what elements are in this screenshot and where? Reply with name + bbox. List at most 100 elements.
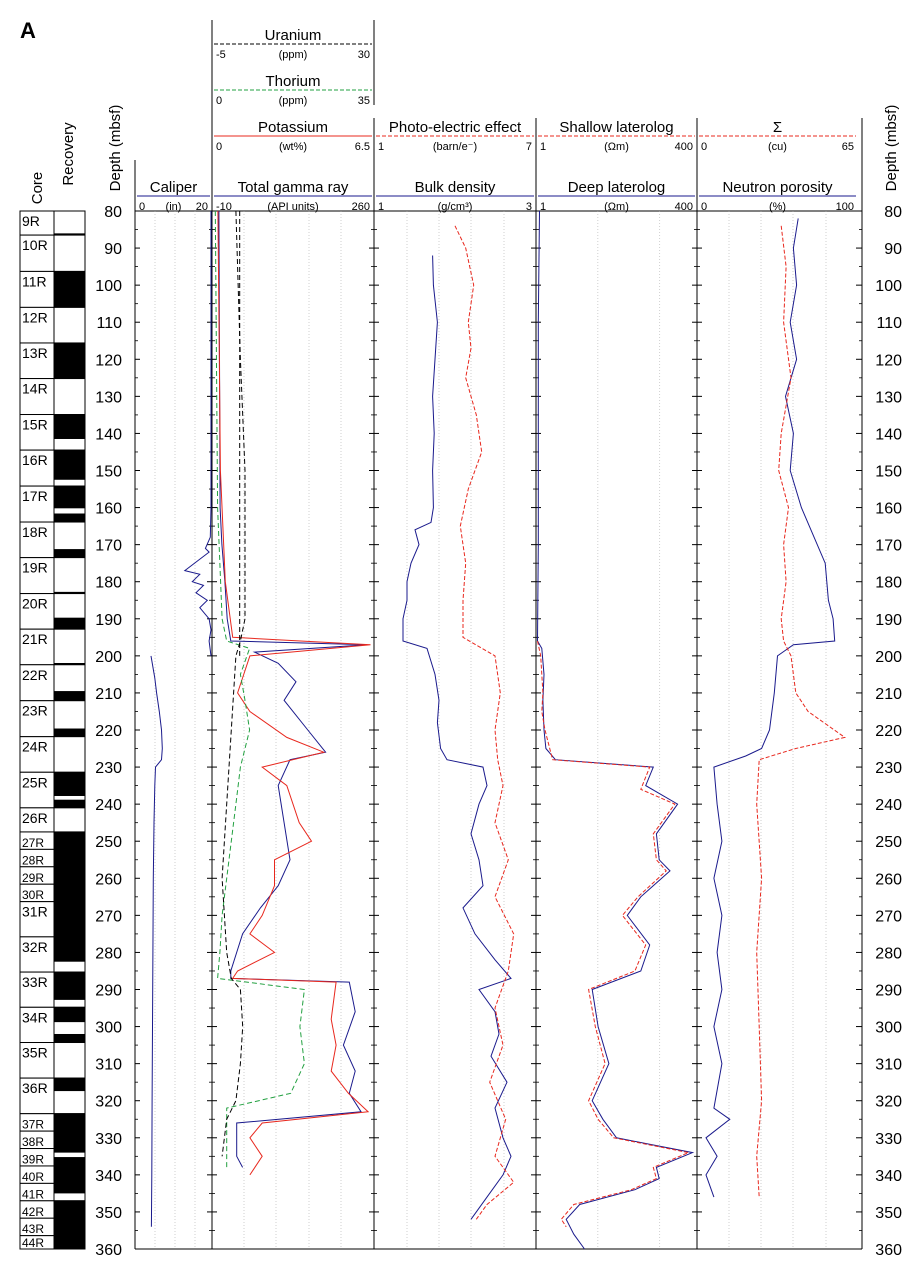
curve-name: Neutron porosity <box>722 179 833 196</box>
recovery-block <box>54 799 85 808</box>
scale-min: -5 <box>216 49 226 61</box>
core-box <box>19 700 55 738</box>
depth-tick-label-left: 330 <box>95 1131 122 1148</box>
core-box <box>19 771 55 809</box>
depth-tick-label-right: 110 <box>876 315 902 332</box>
depth-tick-label-left: 150 <box>95 464 122 481</box>
curve-line <box>402 255 512 1220</box>
scale-unit: (g/cm³) <box>438 201 473 213</box>
curve-name: Uranium <box>265 27 322 44</box>
depth-tick-label-right: 150 <box>875 464 902 481</box>
depth-tick-label-right: 360 <box>875 1242 902 1259</box>
curve-name: Σ <box>773 119 782 136</box>
depth-tick-label-left: 260 <box>95 871 122 888</box>
recovery-block <box>54 866 85 885</box>
depth-tick-label-left: 140 <box>95 426 122 443</box>
scale-min: 1 <box>378 201 384 213</box>
core-label: 24R <box>22 739 48 755</box>
scale-unit: (Ωm) <box>604 141 629 153</box>
core-box <box>19 936 55 973</box>
curve-line <box>756 225 847 1198</box>
scale-max: 3 <box>526 201 532 213</box>
recovery-box <box>53 628 86 666</box>
depth-tick-label-left: 180 <box>95 575 122 592</box>
core-label: 31R <box>22 904 48 920</box>
scale-unit: (in) <box>166 201 182 213</box>
core-label: 34R <box>22 1009 48 1025</box>
core-box <box>19 736 55 773</box>
depth-tick-label-right: 180 <box>875 575 902 592</box>
depth-tick-label-left: 230 <box>95 760 122 777</box>
recovery-box <box>53 378 86 416</box>
scale-max: 35 <box>358 95 370 107</box>
scale-unit: (ppm) <box>279 49 308 61</box>
depth-tick-label-right: 210 <box>875 686 902 703</box>
recovery-block <box>54 1157 85 1166</box>
scale-unit: (cu) <box>768 141 787 153</box>
recovery-block <box>54 772 85 796</box>
recovery-box <box>53 306 86 344</box>
scale-unit: (API units) <box>267 201 318 213</box>
scale-max: 260 <box>352 201 370 213</box>
recovery-block <box>54 271 85 308</box>
depth-tick-label-left: 170 <box>95 538 122 555</box>
recovery-block <box>54 1131 85 1149</box>
depth-tick-label-left: 80 <box>104 204 122 221</box>
depth-tick-label-right: 90 <box>884 241 902 258</box>
curve-line <box>150 655 163 1227</box>
recovery-block <box>54 617 85 630</box>
core-label: 26R <box>22 810 48 826</box>
core-label: 18R <box>22 524 48 540</box>
depth-tick-label-left: 290 <box>95 983 122 1000</box>
scale-max: 100 <box>836 201 854 213</box>
scale-min: 1 <box>540 201 546 213</box>
curve-line <box>536 210 695 1250</box>
recovery-block <box>54 1033 85 1043</box>
core-label: 32R <box>22 939 48 955</box>
depth-tick-label-left: 250 <box>95 834 122 851</box>
recovery-block <box>54 884 85 902</box>
curve-name: Deep laterolog <box>568 179 666 196</box>
core-label: 19R <box>22 560 48 576</box>
depth-tick-label-right: 300 <box>875 1020 902 1037</box>
depth-tick-label-right: 100 <box>875 278 902 295</box>
depth-tick-label-left: 200 <box>95 649 122 666</box>
depth-tick-label-left: 100 <box>95 278 122 295</box>
core-column-header: Core <box>29 172 46 205</box>
depth-tick-label-right: 350 <box>875 1205 902 1222</box>
core-label: 30R <box>22 888 44 902</box>
scale-unit: (barn/e⁻) <box>433 141 477 153</box>
depth-tick-label-left: 160 <box>95 501 122 518</box>
depth-tick-label-right: 170 <box>875 538 902 555</box>
depth-tick-label-left: 220 <box>95 723 122 740</box>
recovery-block <box>54 1235 85 1249</box>
core-label: 15R <box>22 417 48 433</box>
depth-tick-label-left: 300 <box>95 1020 122 1037</box>
scale-min: 0 <box>139 201 145 213</box>
scale-min: -10 <box>216 201 232 213</box>
curve-name: Bulk density <box>415 179 496 196</box>
core-label: 12R <box>22 309 48 325</box>
scale-max: 7 <box>526 141 532 153</box>
core-label: 41R <box>22 1187 44 1201</box>
figure-label: A <box>20 18 36 43</box>
recovery-block <box>54 936 85 962</box>
recovery-box <box>53 234 86 272</box>
core-label: 44R <box>22 1236 44 1250</box>
core-box <box>19 521 55 559</box>
depth-axis-title-right: Depth (mbsf) <box>883 105 900 192</box>
depth-axis-title-left: Depth (mbsf) <box>107 105 124 192</box>
core-label: 43R <box>22 1222 44 1236</box>
curve-name: Photo-electric effect <box>389 119 522 136</box>
core-label: 14R <box>22 381 48 397</box>
depth-tick-label-right: 80 <box>884 204 902 221</box>
depth-tick-label-left: 270 <box>95 908 122 925</box>
scale-unit: (ppm) <box>279 95 308 107</box>
core-label: 21R <box>22 631 48 647</box>
depth-tick-label-right: 320 <box>875 1094 902 1111</box>
core-label: 29R <box>22 871 44 885</box>
curve-line <box>705 218 836 1198</box>
core-label: 40R <box>22 1170 44 1184</box>
core-label: 33R <box>22 974 48 990</box>
